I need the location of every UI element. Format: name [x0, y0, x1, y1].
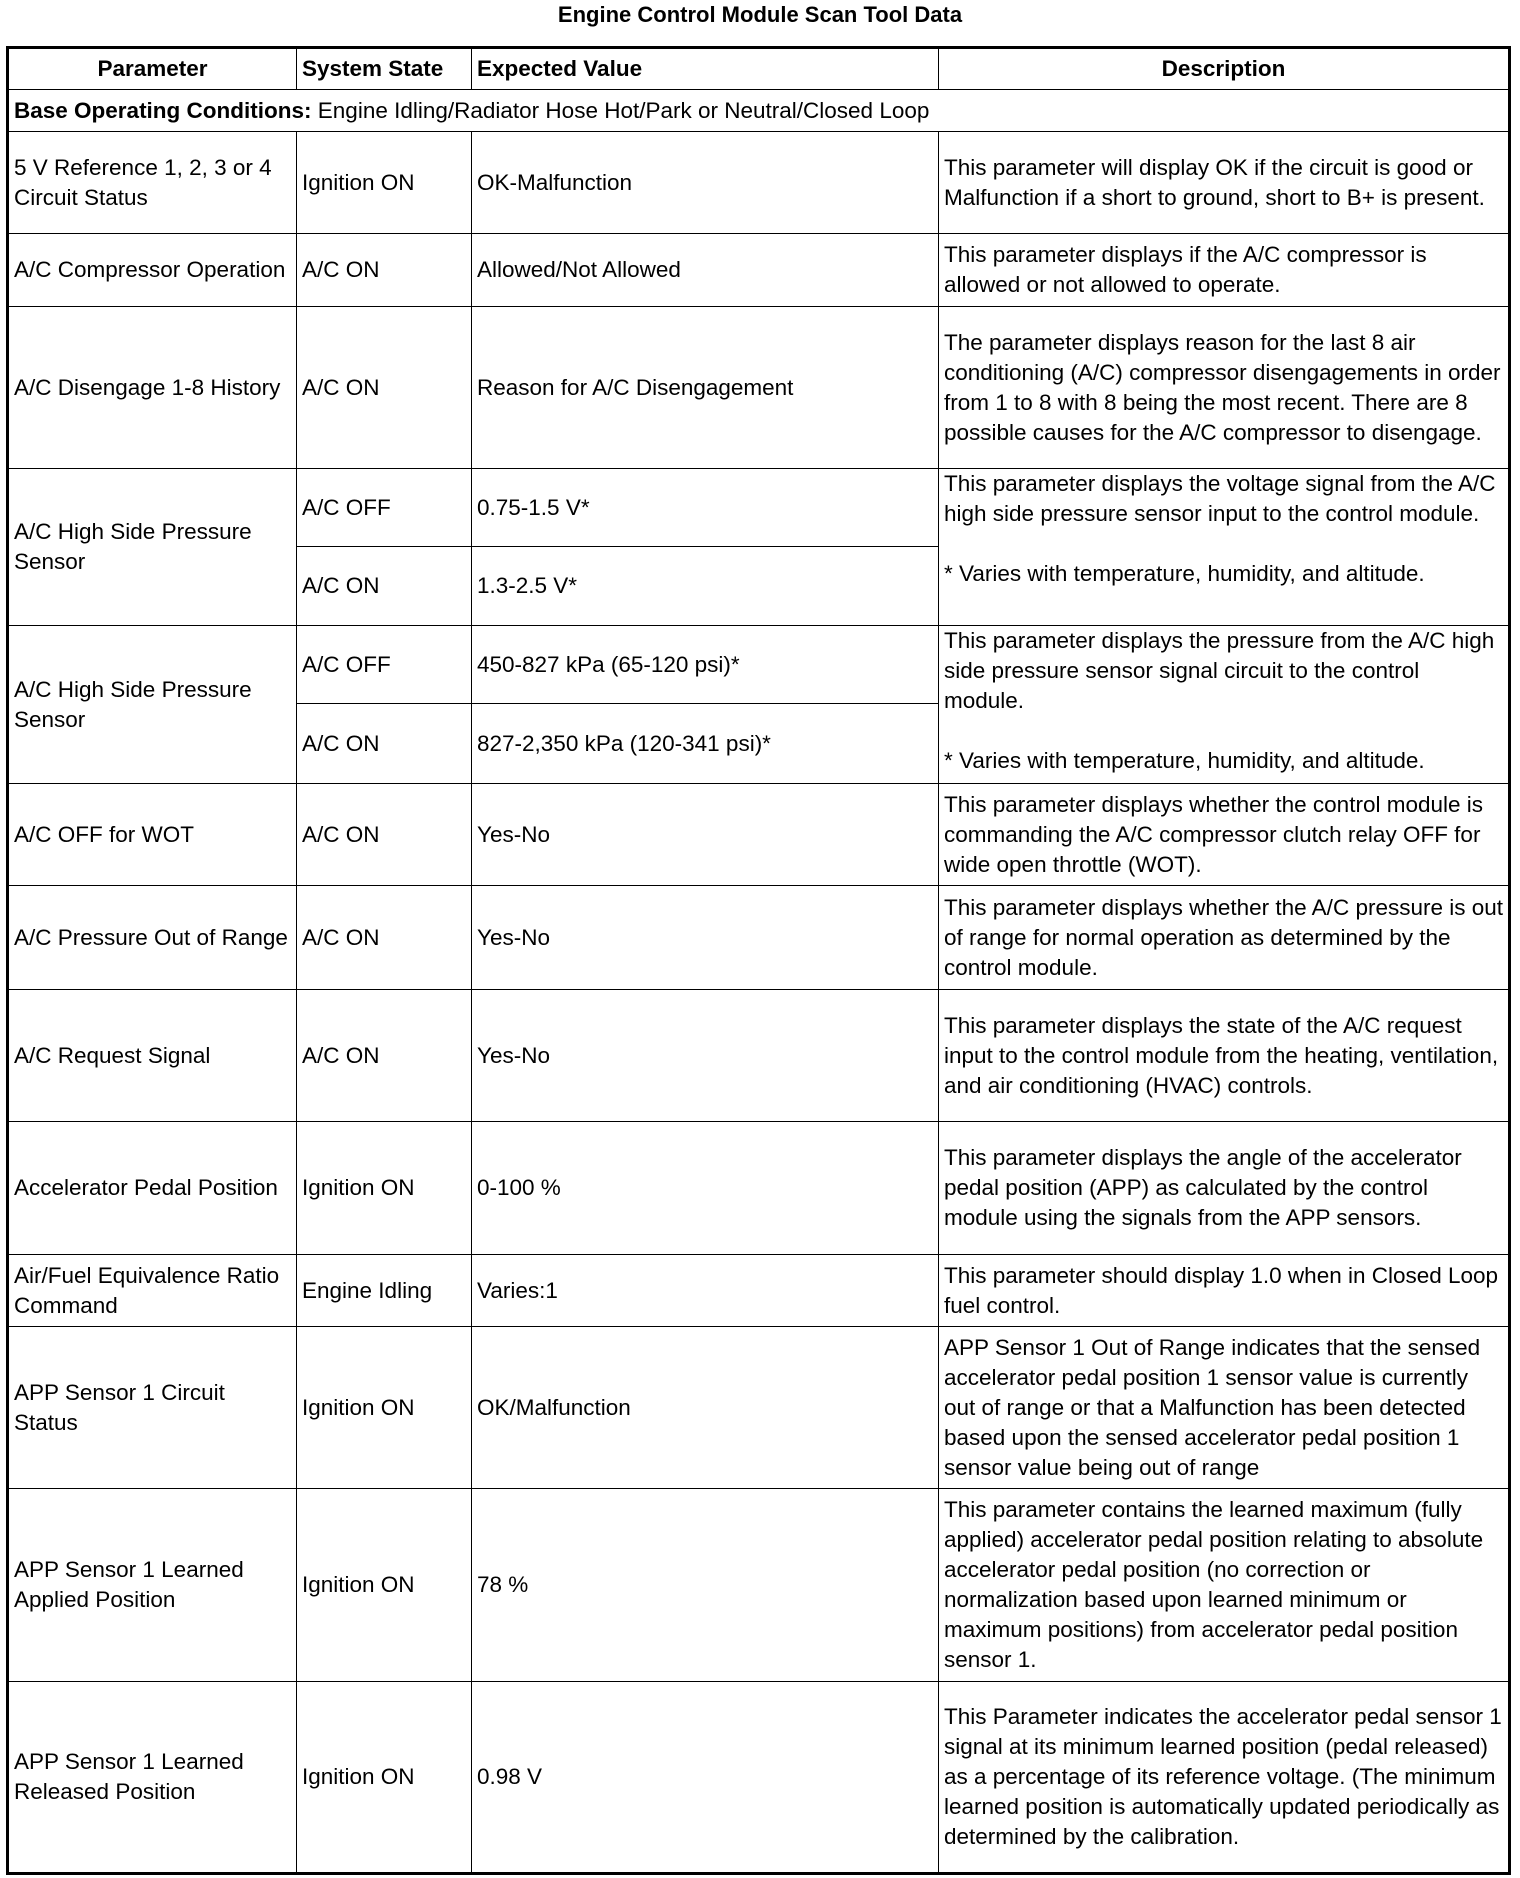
- system-state-cell: Engine Idling: [296, 1254, 472, 1327]
- parameter-cell: APP Sensor 1 Circuit Status: [7, 1326, 297, 1489]
- description-cell: This parameter should display 1.0 when i…: [938, 1254, 1510, 1327]
- description-cell: This parameter displays the state of the…: [938, 989, 1510, 1122]
- parameter-cell: Air/Fuel Equivalence Ratio Command: [7, 1254, 297, 1327]
- parameter-cell: A/C High Side Pressure Sensor: [7, 625, 297, 784]
- table-row-sub: A/C ON 1.3-2.5 V*: [8, 546, 1510, 626]
- expected-value-cell: OK/Malfunction: [471, 1326, 939, 1489]
- scan-tool-data-table: Parameter System State Expected Value De…: [6, 46, 1511, 1875]
- table-row: A/C Pressure Out of Range A/C ON Yes-No Thi…: [7, 885, 1510, 990]
- description-cell: This parameter contains the learned maxi…: [938, 1488, 1510, 1682]
- system-state-cell: A/C OFF: [296, 625, 472, 704]
- description-cell: This parameter will display OK if the ci…: [938, 131, 1510, 234]
- parameter-cell: 5 V Reference 1, 2, 3 or 4 Circuit Statu…: [7, 131, 297, 234]
- expected-value-cell: Yes-No: [471, 989, 939, 1122]
- description-text: This parameter displays the voltage sign…: [944, 471, 1496, 526]
- parameter-cell: A/C OFF for WOT: [7, 783, 297, 886]
- description-cell: This parameter displays whether the cont…: [938, 783, 1510, 886]
- parameter-cell: Accelerator Pedal Position: [7, 1121, 297, 1255]
- system-state-cell: A/C ON: [296, 783, 472, 886]
- table-row: A/C Request Signal A/C ON Yes-No This param…: [7, 989, 1510, 1122]
- parameter-cell: A/C Pressure Out of Range: [7, 885, 297, 990]
- system-state-cell: A/C ON: [296, 989, 472, 1122]
- table-row: A/C High Side Pressure Sensor A/C OFF 0.75…: [7, 468, 1510, 626]
- system-state-cell: A/C ON: [296, 546, 472, 626]
- description-cell: This Parameter indicates the accelerator…: [938, 1681, 1510, 1874]
- expected-value-cell: Allowed/Not Allowed: [471, 233, 939, 307]
- system-state-cell: Ignition ON: [296, 1488, 472, 1682]
- table-row: APP Sensor 1 Learned Released Position Ig…: [7, 1681, 1510, 1874]
- base-conditions-label: Base Operating Conditions:: [14, 97, 312, 123]
- description-note: * Varies with temperature, humidity, and…: [944, 561, 1425, 586]
- description-cell: APP Sensor 1 Out of Range indicates that…: [938, 1326, 1510, 1489]
- expected-value-cell: 0-100 %: [471, 1121, 939, 1255]
- table-row: A/C Compressor Operation A/C ON Allowed/No…: [7, 233, 1510, 307]
- header-system-state: System State: [296, 47, 472, 90]
- description-cell: This parameter displays if the A/C compr…: [938, 233, 1510, 307]
- expected-value-cell: 0.98 V: [471, 1681, 939, 1874]
- parameter-cell: A/C Disengage 1-8 History: [7, 306, 297, 469]
- table-row: Accelerator Pedal Position Ignition ON 0-1…: [7, 1121, 1510, 1255]
- header-parameter: Parameter: [7, 47, 297, 90]
- description-cell: This parameter displays the angle of the…: [938, 1121, 1510, 1255]
- expected-value-cell: 827-2,350 kPa (120-341 psi)*: [471, 703, 939, 784]
- system-state-cell: Ignition ON: [296, 131, 472, 234]
- parameter-cell: A/C High Side Pressure Sensor: [7, 468, 297, 626]
- system-state-cell: A/C ON: [296, 885, 472, 990]
- system-state-cell: A/C OFF: [296, 468, 472, 547]
- description-cell: The parameter displays reason for the la…: [938, 306, 1510, 469]
- system-state-cell: A/C ON: [296, 703, 472, 784]
- base-conditions-row: Base Operating Conditions: Engine Idling…: [7, 89, 1510, 132]
- table-row: APP Sensor 1 Circuit Status Ignition ON OK…: [7, 1326, 1510, 1489]
- table-row: 5 V Reference 1, 2, 3 or 4 Circuit Statu…: [7, 131, 1510, 234]
- system-state-cell: Ignition ON: [296, 1326, 472, 1489]
- base-conditions-text: Engine Idling/Radiator Hose Hot/Park or …: [311, 97, 930, 123]
- description-cell: This parameter displays the pressure fro…: [938, 625, 1510, 784]
- description-note: * Varies with temperature, humidity, and…: [944, 748, 1425, 773]
- description-cell: This parameter displays the voltage sign…: [938, 468, 1510, 626]
- table-row: APP Sensor 1 Learned Applied Position Ign…: [7, 1488, 1510, 1682]
- description-text: This parameter displays the pressure fro…: [944, 628, 1495, 713]
- header-expected-value: Expected Value: [471, 47, 939, 90]
- parameter-cell: A/C Compressor Operation: [7, 233, 297, 307]
- expected-value-cell: 450-827 kPa (65-120 psi)*: [471, 625, 939, 704]
- table-row: Air/Fuel Equivalence Ratio Command Engine…: [7, 1254, 1510, 1327]
- expected-value-cell: Reason for A/C Disengagement: [471, 306, 939, 469]
- expected-value-cell: Varies:1: [471, 1254, 939, 1327]
- table-row: A/C Disengage 1-8 History A/C ON Reason fo…: [7, 306, 1510, 469]
- system-state-cell: A/C ON: [296, 233, 472, 307]
- expected-value-cell: 0.75-1.5 V*: [471, 468, 939, 547]
- system-state-cell: Ignition ON: [296, 1681, 472, 1874]
- parameter-cell: APP Sensor 1 Learned Released Position: [7, 1681, 297, 1874]
- description-cell: This parameter displays whether the A/C …: [938, 885, 1510, 990]
- expected-value-cell: Yes-No: [471, 885, 939, 990]
- system-state-cell: A/C ON: [296, 306, 472, 469]
- header-description: Description: [938, 47, 1510, 90]
- parameter-cell: A/C Request Signal: [7, 989, 297, 1122]
- page-title: Engine Control Module Scan Tool Data: [557, 2, 963, 27]
- expected-value-cell: 78 %: [471, 1488, 939, 1682]
- table-row: A/C High Side Pressure Sensor A/C OFF 450-…: [7, 625, 1510, 784]
- system-state-cell: Ignition ON: [296, 1121, 472, 1255]
- header-row: Parameter System State Expected Value De…: [7, 47, 1510, 90]
- expected-value-cell: OK-Malfunction: [471, 131, 939, 234]
- expected-value-cell: 1.3-2.5 V*: [471, 546, 939, 626]
- expected-value-cell: Yes-No: [471, 783, 939, 886]
- table-row: A/C OFF for WOT A/C ON Yes-No This paramete…: [7, 783, 1510, 886]
- parameter-cell: APP Sensor 1 Learned Applied Position: [7, 1488, 297, 1682]
